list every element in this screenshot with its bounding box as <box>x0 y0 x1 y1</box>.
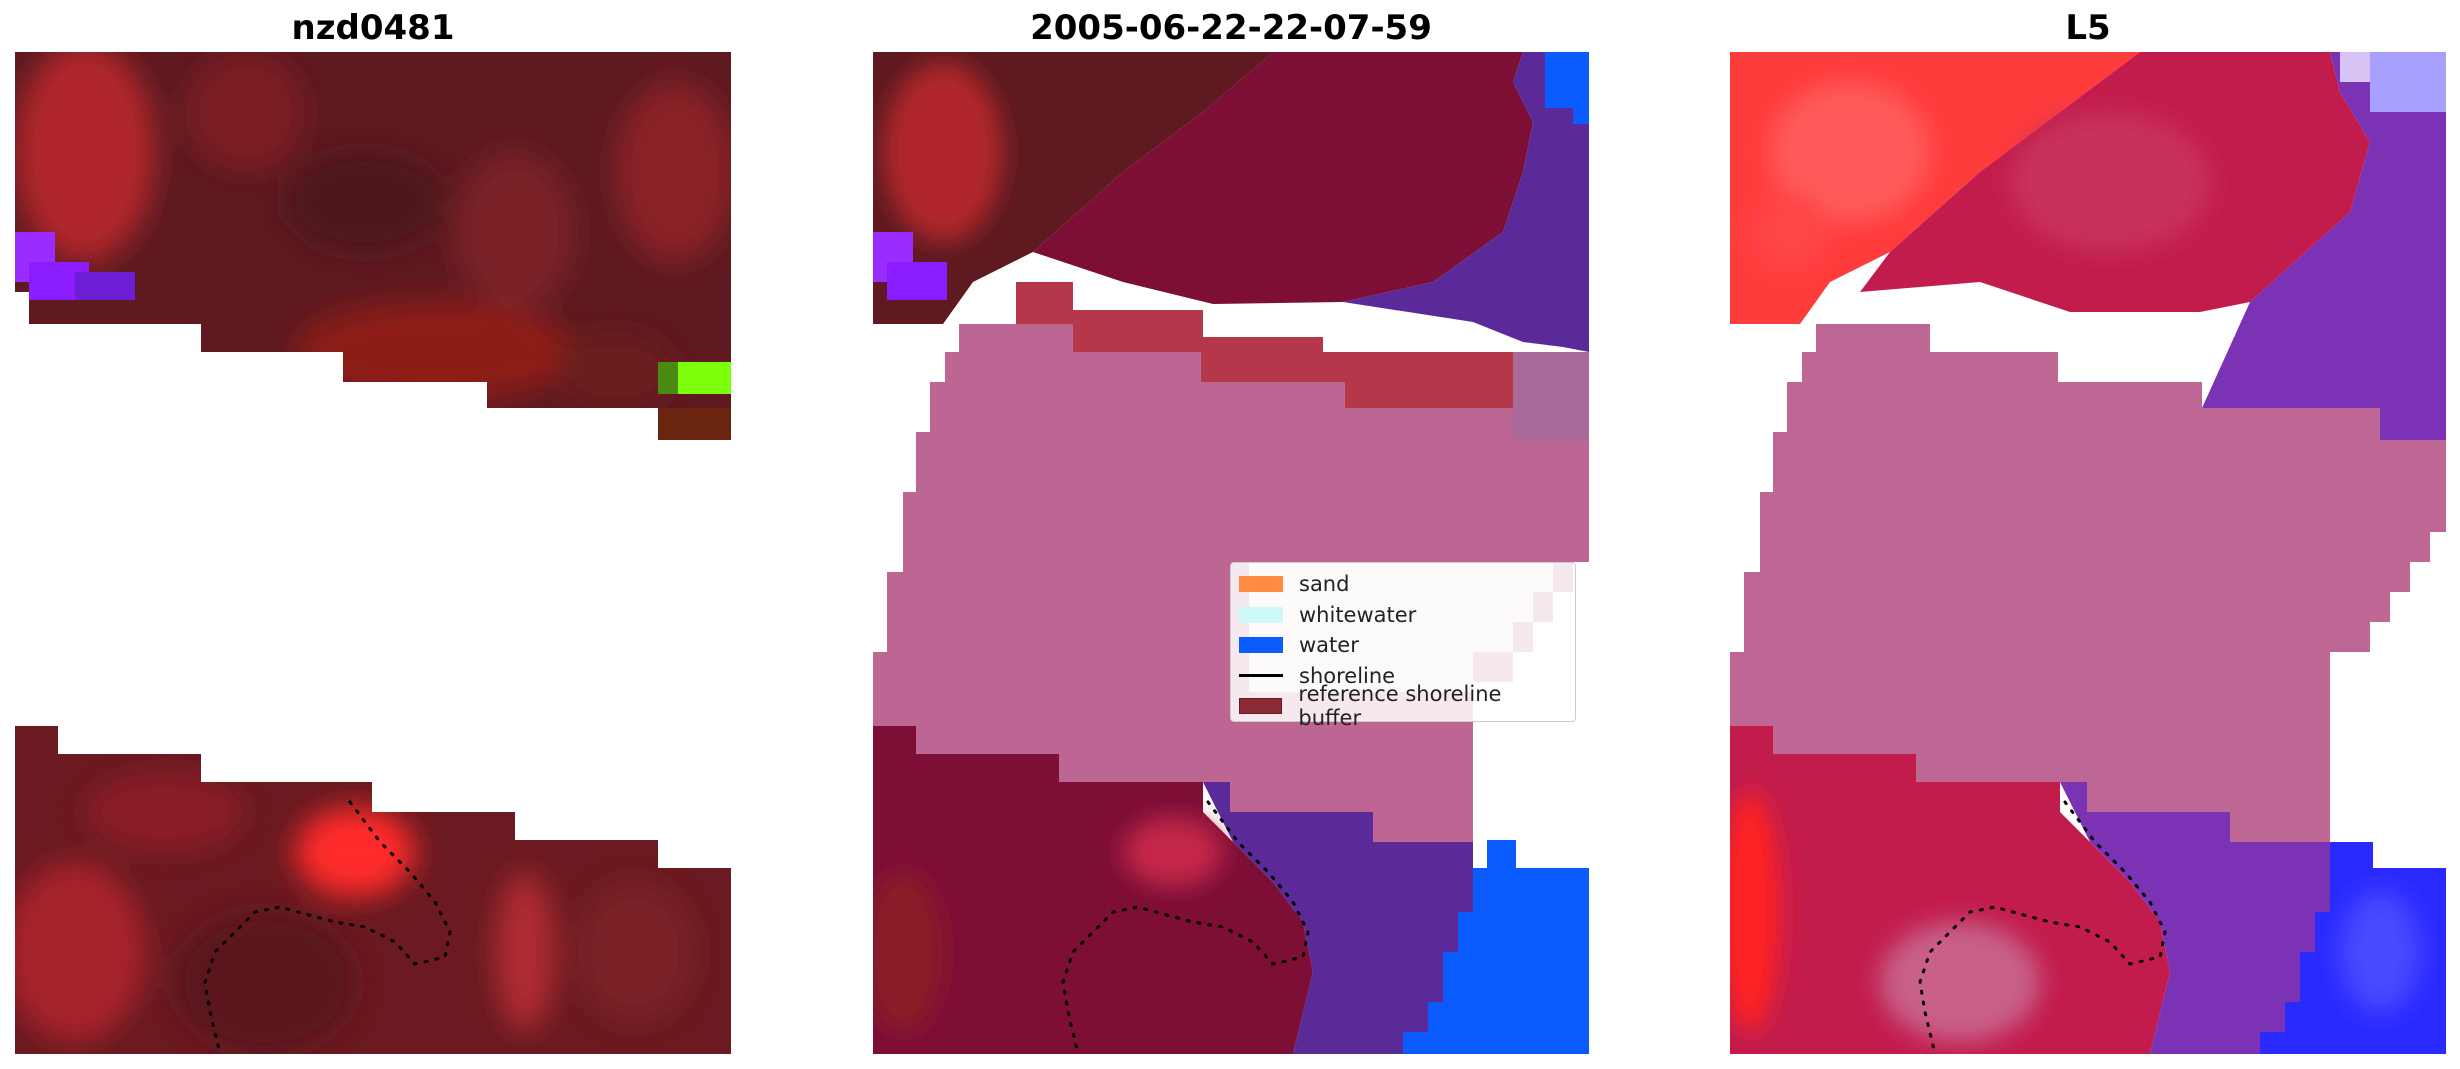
legend-item-sand: sand <box>1239 569 1567 600</box>
classified-upper-rgb <box>873 52 1273 324</box>
class-water-top <box>1545 52 1589 124</box>
legend-item-whitewater: whitewater <box>1239 600 1567 631</box>
panel-title-rgb: nzd0481 <box>291 8 455 48</box>
rgb-upper-region <box>15 52 731 440</box>
class-water-bottom <box>1403 840 1589 1054</box>
legend-label-buffer: reference shoreline buffer <box>1298 682 1502 731</box>
shoreline-line <box>1918 800 2167 1054</box>
index-image <box>1730 52 2446 1054</box>
classified-image-panel <box>873 52 1589 1054</box>
classified-image <box>873 52 1589 1054</box>
class-maroon-bottom <box>873 726 1313 1054</box>
index-upper-red <box>1730 52 2140 324</box>
class-purple-bottom <box>1203 782 1473 1054</box>
legend-swatch-water <box>1239 637 1283 654</box>
class-purple-top <box>1343 52 1589 352</box>
rgb-image-panel <box>15 52 731 1054</box>
shoreline-line <box>1061 800 1310 1054</box>
rgb-image <box>15 52 731 1054</box>
index-pink-region <box>1730 324 2446 842</box>
panel-title-classified: 2005-06-22-22-07-59 <box>1030 8 1432 48</box>
legend-swatch-whitewater <box>1239 606 1283 623</box>
panel-title-index: L5 <box>2065 8 2111 48</box>
class-maroon-top <box>1033 52 1533 304</box>
rgb-lower-region <box>15 726 731 1054</box>
legend-label-shoreline: shoreline <box>1299 663 1396 688</box>
legend-swatch-sand <box>1239 576 1283 593</box>
legend-item-buffer: reference shoreline buffer <box>1239 682 1567 730</box>
legend-item-shoreline: shoreline <box>1239 661 1567 692</box>
legend-item-water: water <box>1239 630 1567 661</box>
legend-line-shoreline <box>1239 674 1283 678</box>
legend: sand whitewater water shoreline referenc… <box>1230 562 1576 730</box>
legend-label-sand: sand <box>1299 572 1350 597</box>
legend-swatch-buffer <box>1239 698 1283 715</box>
index-image-panel <box>1730 52 2446 1054</box>
index-pale-top <box>2370 52 2446 112</box>
index-purple-top <box>2202 52 2446 440</box>
legend-label-whitewater: whitewater <box>1299 602 1417 627</box>
class-pink-mauve <box>1513 352 1589 440</box>
shoreline-line <box>203 800 452 1054</box>
class-buffer-strip <box>1016 282 1513 408</box>
index-purple-bottom <box>2060 782 2330 1054</box>
index-crimson-bottom <box>1730 726 2170 1054</box>
legend-label-water: water <box>1299 633 1359 658</box>
